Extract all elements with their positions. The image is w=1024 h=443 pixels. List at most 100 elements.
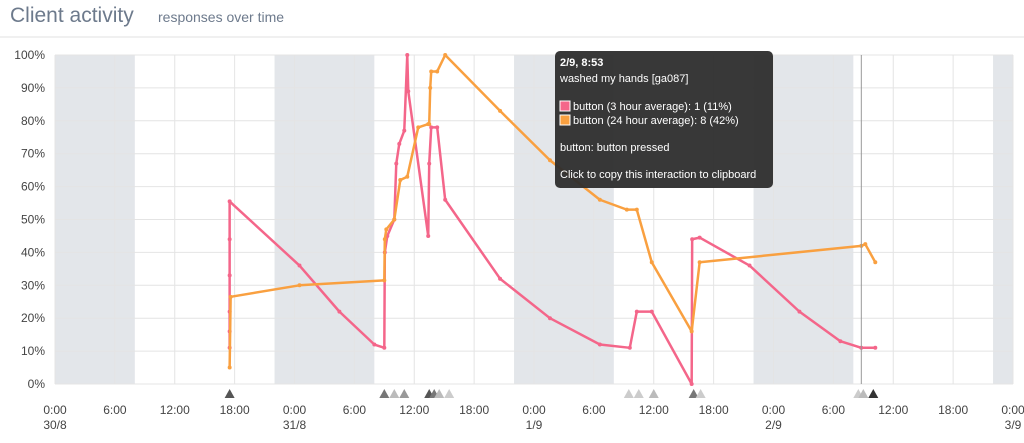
tooltip-line: button (3 hour average): 1 (11%)	[573, 101, 732, 113]
event-marker[interactable]	[444, 389, 455, 398]
data-point	[429, 69, 434, 74]
data-point	[747, 263, 752, 268]
data-point	[382, 345, 387, 350]
data-point	[873, 260, 878, 265]
data-point	[402, 128, 407, 133]
data-point	[428, 85, 433, 90]
x-tick-label: 0:00	[43, 403, 67, 417]
x-tick-label: 0:00	[522, 403, 546, 417]
data-point	[227, 199, 232, 204]
data-point	[227, 365, 232, 370]
data-point	[227, 237, 232, 242]
data-point	[435, 69, 440, 74]
x-date-label: 1/9	[526, 418, 543, 432]
y-tick-label: 50%	[21, 213, 45, 227]
x-tick-label: 12:00	[878, 403, 908, 417]
tooltip-line: button (24 hour average): 8 (42%)	[573, 115, 739, 127]
x-date-label: 3/9	[1005, 418, 1022, 432]
data-point	[394, 161, 399, 166]
data-point	[228, 294, 233, 299]
y-tick-label: 90%	[21, 81, 45, 95]
data-point	[405, 53, 410, 57]
data-point	[649, 260, 654, 265]
event-marker[interactable]	[633, 389, 644, 398]
x-tick-label: 6:00	[822, 403, 846, 417]
y-tick-label: 0%	[28, 377, 46, 391]
data-point	[426, 233, 431, 238]
data-point	[297, 283, 302, 288]
x-tick-label: 0:00	[283, 403, 307, 417]
data-point	[634, 207, 639, 212]
x-tick-label: 18:00	[459, 403, 489, 417]
x-date-label: 30/8	[43, 418, 67, 432]
event-marker[interactable]	[868, 389, 879, 398]
y-tick-label: 40%	[21, 245, 45, 259]
data-point	[697, 235, 702, 240]
event-marker[interactable]	[648, 389, 659, 398]
event-marker[interactable]	[858, 389, 869, 398]
x-tick-label: 6:00	[343, 403, 367, 417]
event-marker[interactable]	[224, 389, 235, 398]
data-point	[406, 89, 411, 94]
data-point	[597, 197, 602, 202]
data-point	[689, 382, 694, 386]
tooltip-swatch	[559, 100, 571, 112]
x-tick-label: 18:00	[220, 403, 250, 417]
data-point	[547, 316, 552, 321]
data-point	[838, 339, 843, 344]
y-tick-label: 20%	[21, 311, 45, 325]
chart-title: Client activity	[10, 4, 134, 27]
data-point	[416, 125, 421, 130]
event-marker[interactable]	[379, 389, 390, 398]
x-tick-label: 12:00	[399, 403, 429, 417]
data-point	[398, 178, 403, 183]
y-tick-label: 70%	[21, 147, 45, 161]
event-marker[interactable]	[695, 389, 706, 398]
data-point	[547, 158, 552, 163]
y-tick-label: 80%	[21, 114, 45, 128]
data-point	[797, 309, 802, 314]
data-point	[649, 309, 654, 314]
data-point	[624, 207, 629, 212]
data-point	[435, 125, 440, 130]
data-point	[443, 53, 448, 57]
x-tick-label: 0:00	[1001, 403, 1024, 417]
event-marker[interactable]	[434, 389, 445, 398]
x-tick-label: 6:00	[582, 403, 606, 417]
event-marker[interactable]	[399, 389, 410, 398]
data-point	[697, 260, 702, 265]
x-tick-label: 0:00	[762, 403, 786, 417]
data-point	[443, 197, 448, 202]
data-point	[384, 227, 389, 232]
x-date-label: 2/9	[765, 418, 782, 432]
data-point	[397, 141, 402, 146]
data-point	[873, 345, 878, 350]
data-point	[382, 278, 387, 283]
event-marker[interactable]	[623, 389, 634, 398]
x-tick-label: 6:00	[103, 403, 127, 417]
tooltip-swatch	[559, 114, 571, 126]
data-point	[427, 161, 432, 166]
data-point	[337, 309, 342, 314]
data-point	[372, 342, 377, 347]
event-marker[interactable]	[389, 389, 400, 398]
tooltip-detail: button: button pressed	[560, 142, 669, 154]
tooltip-title: 2/9, 8:53	[560, 57, 603, 69]
data-point	[863, 242, 868, 247]
y-tick-label: 30%	[21, 278, 45, 292]
event-marker[interactable]	[688, 389, 699, 398]
tooltip-box[interactable]	[555, 51, 773, 188]
data-point	[405, 174, 410, 179]
data-point	[429, 125, 434, 130]
data-point	[392, 217, 397, 222]
data-point	[227, 273, 232, 278]
data-point	[498, 108, 503, 113]
x-tick-label: 12:00	[160, 403, 190, 417]
data-point	[297, 263, 302, 268]
data-point	[690, 237, 695, 242]
data-point	[597, 342, 602, 347]
x-tick-label: 18:00	[938, 403, 968, 417]
x-tick-label: 18:00	[699, 403, 729, 417]
data-point	[498, 276, 503, 281]
